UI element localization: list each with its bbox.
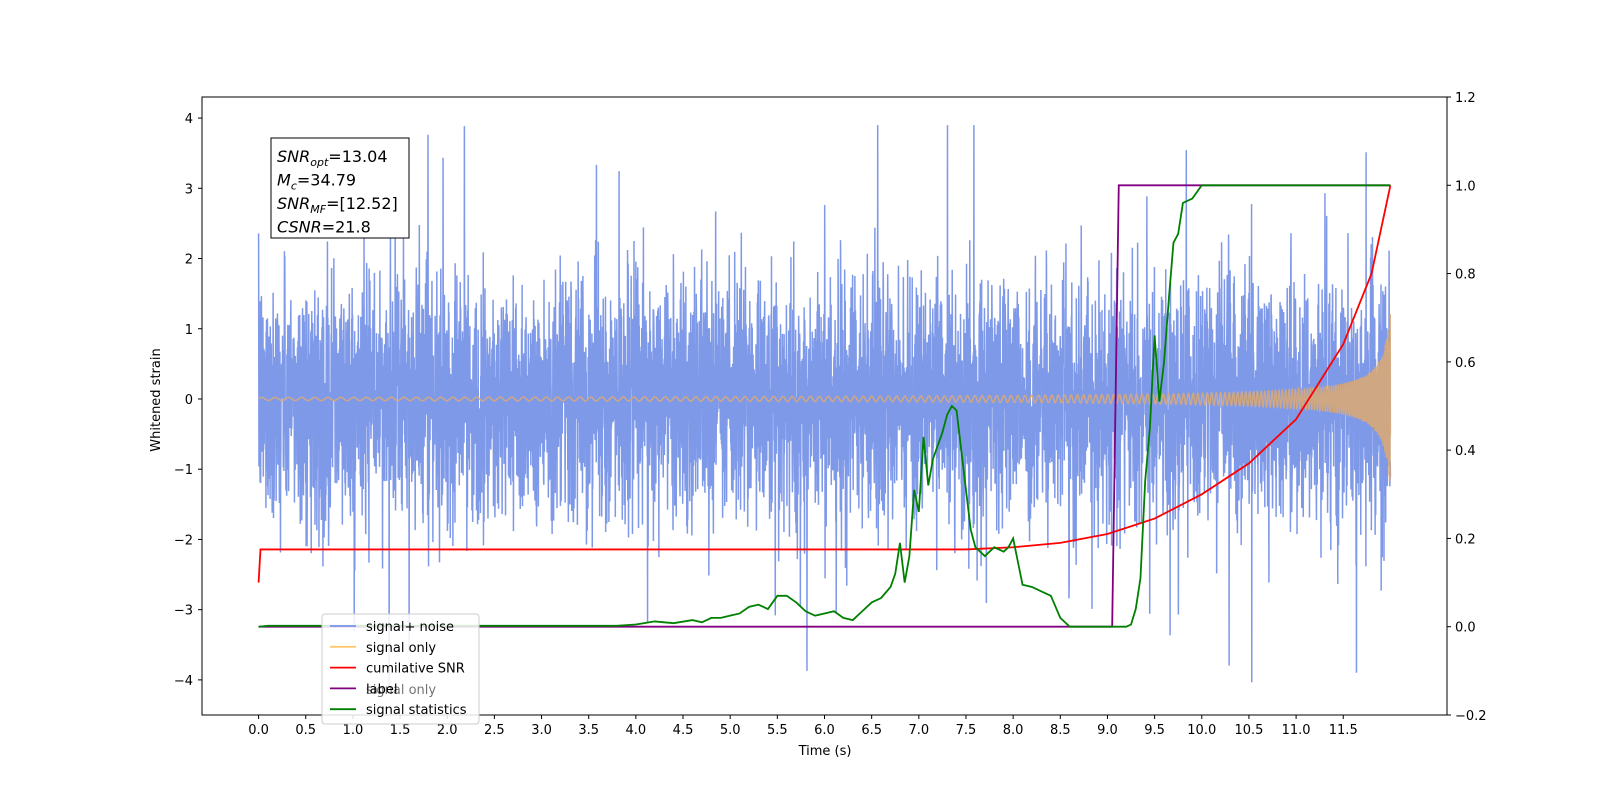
x-tick-label: 8.0	[1003, 723, 1024, 738]
x-tick-label: 5.5	[767, 723, 788, 738]
y-tick-label: 1	[185, 323, 193, 338]
y-tick-label: 0	[185, 393, 193, 408]
x-tick-label: 0.5	[295, 723, 316, 738]
x-tick-label: 9.0	[1097, 723, 1118, 738]
y-tick-label: 3	[185, 182, 193, 197]
annotation-symbol: M	[277, 171, 291, 190]
legend-hidden-text: signal only	[366, 683, 436, 698]
legend: signal only signal+ noise signal only cumil…	[321, 613, 480, 725]
x-tick-label: 4.5	[673, 723, 694, 738]
legend-label: signal statistics	[366, 703, 467, 718]
annotation-line: Mc=34.79	[277, 171, 356, 193]
x-tick-label: 7.0	[908, 723, 929, 738]
y-tick-label: 4	[185, 112, 193, 127]
x-tick-label: 1.0	[343, 723, 364, 738]
legend-frame	[321, 613, 480, 725]
x-tick-label: 10.0	[1187, 723, 1216, 738]
series-signal-only	[258, 314, 1392, 482]
legend-label: label	[366, 682, 397, 697]
x-tick-label: 11.5	[1329, 723, 1358, 738]
annotation-box: SNRopt=13.04Mc=34.79SNRMF=[12.52]CSNR=21…	[270, 137, 410, 239]
legend-label: signal+ noise	[366, 620, 454, 635]
y2-tick-label: 0.6	[1455, 356, 1476, 371]
y2-tick-label: 0.8	[1455, 268, 1476, 283]
annotation-line: SNRMF=[12.52]	[277, 194, 398, 216]
x-tick-label: 2.5	[484, 723, 505, 738]
y2-tick-label: 0.2	[1455, 532, 1476, 547]
axes: 0.0 0.5 1.0 1.5 2.0 2.5 3.0 3.5 4.0 4.5 5.0 5.5 6.0 6…	[174, 91, 1487, 738]
annotation-symbol: SNR	[277, 147, 310, 166]
x-tick-label: 11.0	[1282, 723, 1311, 738]
y-tick-label: 2	[185, 253, 193, 268]
annotation-line: CSNR=21.8	[277, 218, 371, 237]
annotation-subscript: opt	[310, 156, 329, 169]
x-tick-label: 7.5	[956, 723, 977, 738]
x-axis-label: Time (s)	[798, 744, 852, 759]
x-tick-label: 6.5	[861, 723, 882, 738]
series-group	[257, 125, 1392, 687]
x-tick-label: 0.0	[248, 723, 269, 738]
y-tick-label: −2	[174, 533, 193, 548]
annotation-value: =21.8	[322, 218, 371, 237]
y2-tick-label: 0.0	[1455, 621, 1476, 636]
x-tick-label: 4.0	[626, 723, 647, 738]
x-tick-label: 2.0	[437, 723, 458, 738]
annotation-value: =13.04	[328, 147, 387, 166]
x-tick-label: 3.0	[531, 723, 552, 738]
annotation-frame	[270, 137, 410, 239]
x-tick-label: 3.5	[578, 723, 599, 738]
series-cumulative-snr	[257, 185, 1392, 583]
y2-tick-label: 0.4	[1455, 444, 1476, 459]
annotation-subscript: MF	[310, 203, 326, 216]
y2-tick-label: 1.2	[1455, 91, 1476, 106]
x-tick-label: 9.5	[1144, 723, 1165, 738]
y-tick-label: −4	[174, 674, 193, 689]
legend-label: signal only	[366, 641, 436, 656]
x-tick-label: 5.0	[720, 723, 741, 738]
annotation-subscript: c	[291, 180, 297, 193]
y2-tick-label: −0.2	[1455, 709, 1487, 724]
series-signal-statistics	[258, 184, 1391, 628]
annotation-value: =34.79	[297, 171, 356, 190]
y-tick-label: −1	[174, 463, 193, 478]
x-tick-label: 6.0	[814, 723, 835, 738]
plot-area	[257, 125, 1392, 687]
y-tick-label: −3	[174, 604, 193, 619]
annotation-value: =[12.52]	[326, 194, 398, 213]
annotation-symbol: SNR	[277, 194, 310, 213]
series-signal-noise	[257, 125, 1392, 687]
x-tick-label: 8.5	[1050, 723, 1071, 738]
x-tick-label: 10.5	[1234, 723, 1263, 738]
annotation-symbol: CSNR	[277, 218, 322, 237]
legend-label: cumilative SNR	[366, 662, 465, 677]
x-tick-label: 1.5	[390, 723, 411, 738]
annotation-line: SNRopt=13.04	[277, 147, 388, 169]
y-axis-label: Whitened strain	[149, 348, 164, 451]
y2-tick-label: 1.0	[1455, 179, 1476, 194]
